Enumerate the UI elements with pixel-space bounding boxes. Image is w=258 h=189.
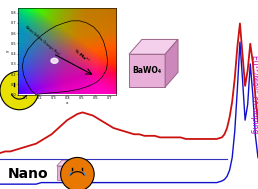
X-axis label: x: x xyxy=(66,101,68,105)
Text: BaWO₄: BaWO₄ xyxy=(132,66,162,75)
Ellipse shape xyxy=(61,157,94,189)
Text: White-Yellow-Orange-Red: White-Yellow-Orange-Red xyxy=(23,24,60,56)
Circle shape xyxy=(51,58,58,63)
Y-axis label: y: y xyxy=(6,50,10,52)
Polygon shape xyxy=(57,166,70,180)
Text: % Mo⁶⁺: % Mo⁶⁺ xyxy=(73,49,89,63)
Polygon shape xyxy=(70,160,75,180)
Text: Nano: Nano xyxy=(8,167,49,181)
Text: Bulk: Bulk xyxy=(76,80,110,94)
Text: Eu³⁺/Mo⁶⁺ co-doping: Eu³⁺/Mo⁶⁺ co-doping xyxy=(250,55,258,134)
Polygon shape xyxy=(165,40,178,87)
Polygon shape xyxy=(57,160,75,166)
Ellipse shape xyxy=(0,71,39,110)
Polygon shape xyxy=(129,54,165,87)
Polygon shape xyxy=(129,40,178,54)
